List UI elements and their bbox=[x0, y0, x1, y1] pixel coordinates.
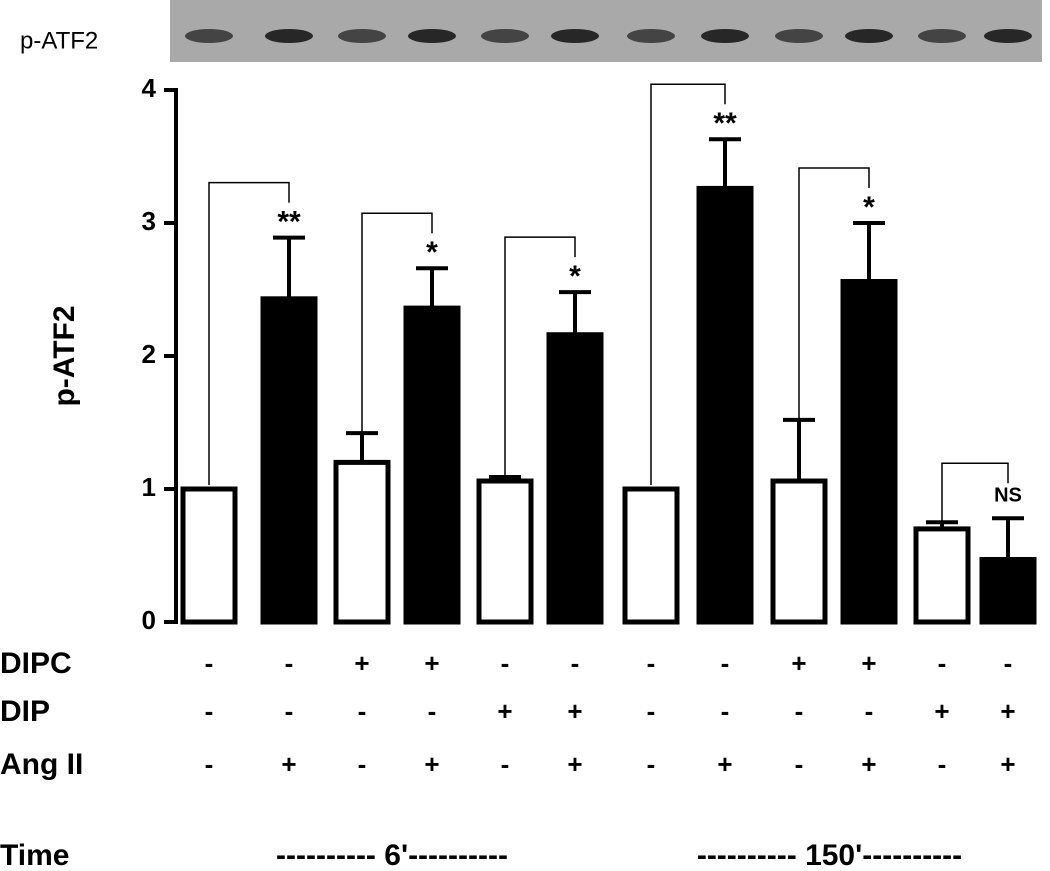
bar bbox=[546, 332, 604, 625]
bar bbox=[476, 478, 534, 625]
time-group: ---------- 6'---------- bbox=[276, 839, 508, 871]
bar bbox=[180, 486, 238, 625]
treatment-sign: - bbox=[501, 648, 510, 678]
y-tick-label: 0 bbox=[142, 605, 156, 635]
treatment-sign: + bbox=[791, 648, 806, 678]
blot-band bbox=[408, 29, 456, 43]
significance-bracket bbox=[361, 212, 433, 459]
significance-label: ** bbox=[713, 107, 737, 140]
blot-band bbox=[265, 29, 313, 43]
significance-bracket bbox=[504, 236, 576, 478]
treatment-sign: - bbox=[647, 696, 656, 726]
significance-label: * bbox=[569, 260, 581, 293]
treatment-sign: - bbox=[285, 648, 294, 678]
blot-band bbox=[185, 29, 233, 43]
significance-label: * bbox=[863, 191, 875, 224]
blot-band bbox=[984, 29, 1032, 43]
treatment-sign: - bbox=[721, 648, 730, 678]
treatment-sign: + bbox=[424, 749, 439, 779]
treatment-sign: - bbox=[938, 648, 947, 678]
bar bbox=[913, 526, 971, 625]
treatment-sign: + bbox=[281, 749, 296, 779]
treatment-sign: - bbox=[795, 696, 804, 726]
significance-bracket bbox=[650, 83, 726, 485]
treatment-sign: - bbox=[205, 749, 214, 779]
treatment-sign: - bbox=[205, 648, 214, 678]
bar bbox=[622, 486, 680, 625]
treatment-sign: + bbox=[861, 749, 876, 779]
blot-band bbox=[551, 29, 599, 43]
significance-label: * bbox=[426, 236, 438, 269]
blot-band bbox=[918, 29, 966, 43]
treatment-sign: - bbox=[721, 696, 730, 726]
bar bbox=[770, 478, 828, 625]
bar bbox=[840, 279, 898, 625]
y-tick-label: 4 bbox=[142, 73, 157, 103]
row-label: Ang II bbox=[0, 748, 83, 781]
blot-band bbox=[845, 29, 893, 43]
blot-band bbox=[627, 29, 675, 43]
treatment-sign: + bbox=[567, 696, 582, 726]
treatment-sign: + bbox=[354, 648, 369, 678]
blot-label: p-ATF2 bbox=[20, 27, 98, 54]
treatment-sign: + bbox=[934, 696, 949, 726]
blot-band bbox=[338, 29, 386, 43]
treatment-sign: - bbox=[285, 696, 294, 726]
treatment-sign: - bbox=[647, 749, 656, 779]
treatment-sign: + bbox=[497, 696, 512, 726]
treatment-sign: + bbox=[1000, 696, 1015, 726]
treatment-sign: + bbox=[1000, 749, 1015, 779]
treatment-sign: + bbox=[861, 648, 876, 678]
significance-bracket bbox=[941, 462, 1009, 525]
treatment-sign: - bbox=[647, 648, 656, 678]
significance-bracket bbox=[208, 181, 290, 485]
significance-label: ** bbox=[277, 206, 301, 239]
blot-image bbox=[170, 0, 1042, 62]
y-axis-label: p-ATF2 bbox=[48, 305, 81, 406]
treatment-sign: + bbox=[424, 648, 439, 678]
treatment-sign: + bbox=[567, 749, 582, 779]
y-tick-label: 3 bbox=[142, 206, 156, 236]
blot-band bbox=[481, 29, 529, 43]
blot-band bbox=[775, 29, 823, 43]
y-tick-label: 1 bbox=[142, 472, 156, 502]
treatment-sign: - bbox=[1004, 648, 1013, 678]
treatment-sign: - bbox=[205, 696, 214, 726]
bar bbox=[260, 296, 318, 625]
significance-label: NS bbox=[994, 485, 1022, 507]
y-tick-label: 2 bbox=[142, 339, 156, 369]
bar bbox=[333, 459, 391, 625]
treatment-sign: - bbox=[501, 749, 510, 779]
treatment-sign: - bbox=[358, 696, 367, 726]
bar bbox=[696, 185, 754, 625]
treatment-sign: - bbox=[571, 648, 580, 678]
row-label: DIPC bbox=[0, 647, 72, 680]
blot-band bbox=[701, 29, 749, 43]
bar bbox=[403, 305, 461, 625]
treatment-sign: - bbox=[795, 749, 804, 779]
bar bbox=[979, 556, 1037, 625]
row-label: DIP bbox=[0, 695, 50, 728]
treatment-sign: - bbox=[865, 696, 874, 726]
time-group: ---------- 150'---------- bbox=[697, 839, 962, 871]
time-label: Time bbox=[0, 839, 69, 871]
treatment-sign: + bbox=[717, 749, 732, 779]
treatment-sign: - bbox=[358, 749, 367, 779]
treatment-sign: - bbox=[938, 749, 947, 779]
treatment-sign: - bbox=[428, 696, 437, 726]
significance-bracket bbox=[798, 167, 870, 478]
